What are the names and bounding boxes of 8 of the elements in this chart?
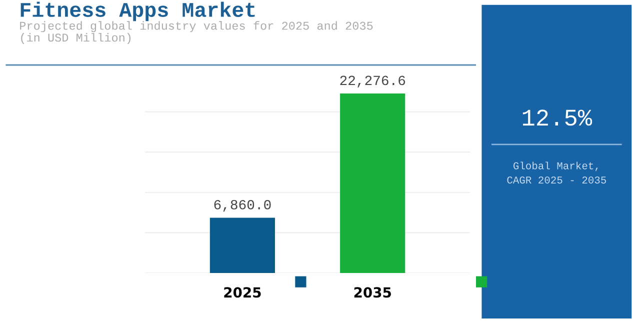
- x-tick-label: 2025: [224, 287, 261, 298]
- chart-subtitle: Projected global industry values for 2025 and 2035 (in USD Million): [20, 21, 373, 44]
- x-tick-label: 2035: [354, 287, 391, 298]
- data-label: 6,860.0: [214, 200, 271, 212]
- data-label: 22,276.6: [340, 76, 406, 88]
- text: Global Market, CAGR 2025 - 2035: [507, 162, 606, 184]
- text: 12.5%: [522, 110, 592, 126]
- chart-title: Fitness Apps Market: [20, 2, 255, 22]
